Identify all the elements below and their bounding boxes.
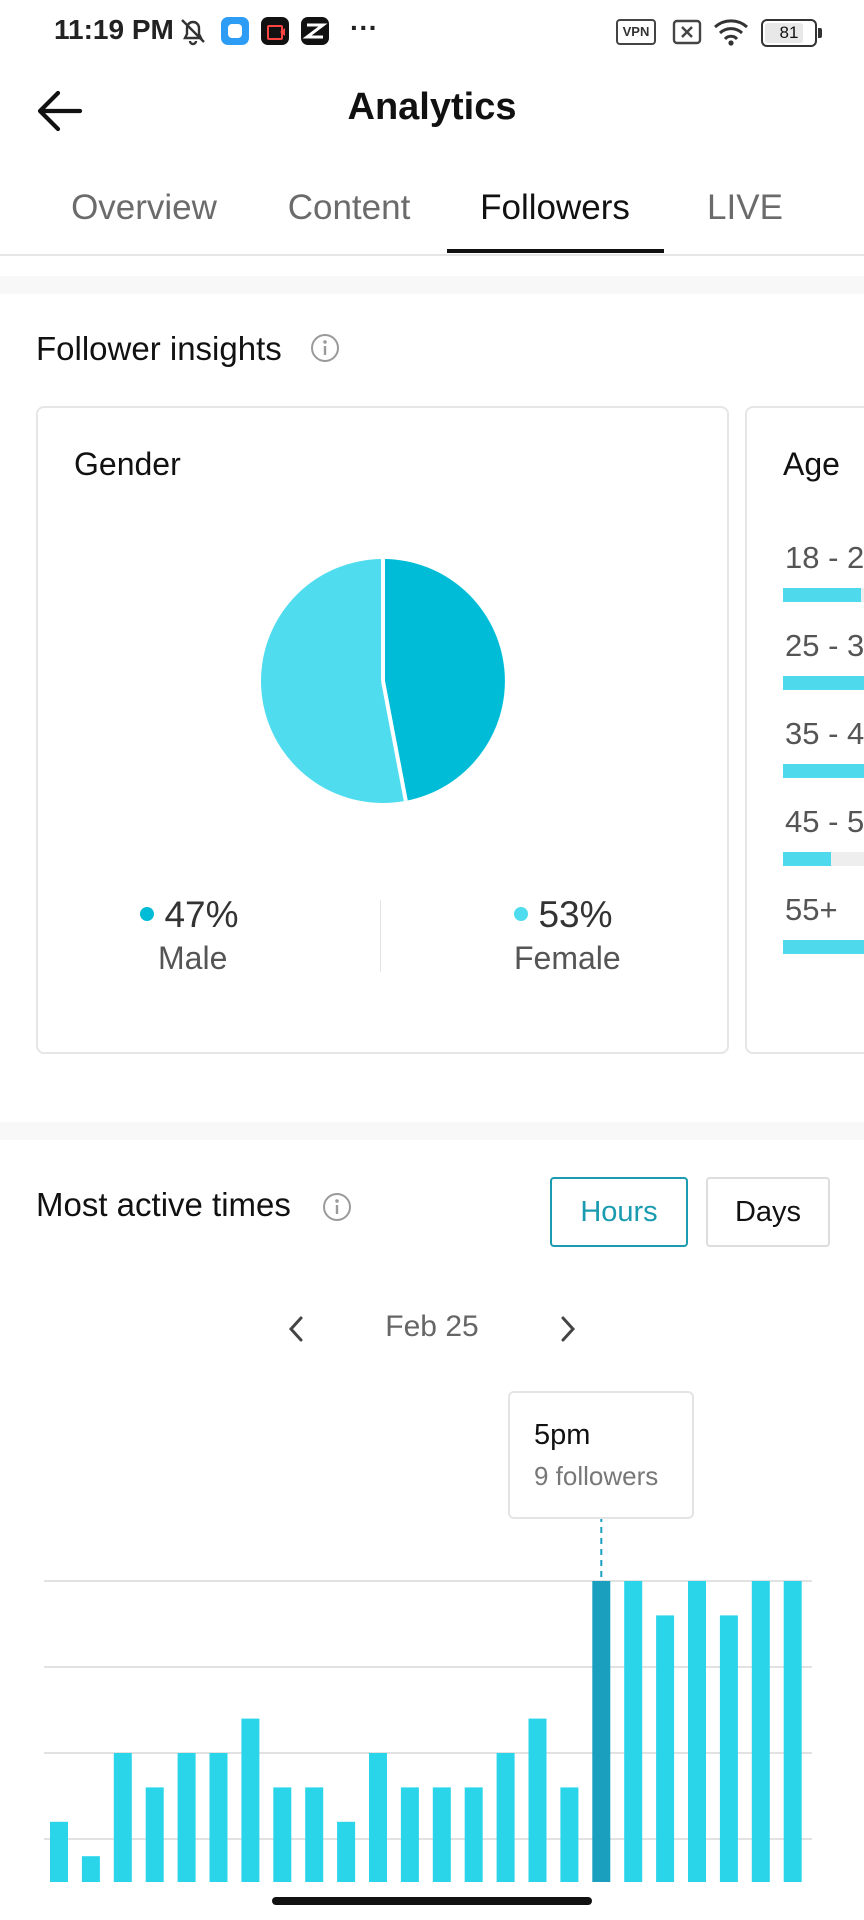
chart-bar-10am[interactable] (369, 1753, 387, 1882)
chart-bar-1pm[interactable] (464, 1787, 483, 1882)
page-title: Analytics (347, 86, 517, 128)
chart-bar-2pm[interactable] (496, 1753, 515, 1882)
active-tab-indicator (447, 249, 664, 253)
chart-bar-9am[interactable] (337, 1821, 356, 1882)
chart-bar-9pm[interactable] (719, 1615, 738, 1882)
gender-card: Gender 47% Male 53% Female (36, 406, 729, 1054)
hours-toggle-button[interactable]: Hours (550, 1177, 688, 1247)
info-icon[interactable] (322, 1192, 352, 1222)
age-group-label: 35 - 4 (785, 716, 864, 751)
info-icon[interactable] (310, 333, 340, 363)
male-percent: 47% (164, 894, 239, 935)
tab-content[interactable]: Content (287, 188, 411, 227)
female-dot (514, 907, 528, 921)
chart-bar-3pm[interactable] (528, 1718, 547, 1882)
age-bar (783, 852, 831, 866)
tab-live[interactable]: LIVE (707, 188, 783, 227)
no-sim-icon (672, 19, 702, 45)
silent-bell-icon (181, 19, 205, 46)
capcut-icon (301, 17, 329, 45)
age-bar (783, 676, 864, 690)
gender-title: Gender (74, 446, 181, 482)
chart-bar-2am[interactable] (113, 1753, 132, 1882)
chart-bar-5am[interactable] (209, 1753, 228, 1882)
section-divider (0, 1122, 864, 1140)
age-bar (783, 940, 864, 954)
wifi-icon (714, 19, 748, 46)
age-card: Age 18 - 2 25 - 3 35 - 4 45 - 5 55+ (745, 406, 864, 1054)
active-times-bar-chart (44, 1516, 812, 1882)
chart-bar-3am[interactable] (145, 1787, 164, 1882)
chart-bar-5pm[interactable] (592, 1581, 611, 1882)
tooltip-time: 5pm (534, 1419, 591, 1451)
age-bar-track (783, 852, 864, 866)
back-arrow-icon[interactable] (34, 88, 84, 134)
legend-female: 53% (514, 894, 613, 936)
more-icon: ··· (350, 12, 378, 43)
chart-bar-12am[interactable] (50, 1821, 68, 1882)
age-bar-track (783, 764, 864, 778)
age-group-label: 45 - 5 (785, 804, 864, 839)
vpn-icon: VPN (616, 19, 656, 45)
most-active-times-title: Most active times (36, 1186, 291, 1223)
chevron-right-icon[interactable] (556, 1314, 580, 1344)
age-bar-track (783, 940, 864, 954)
age-group-label: 55+ (785, 892, 838, 927)
age-group-label: 18 - 2 (785, 540, 864, 575)
screen-recorder-icon (261, 17, 289, 45)
chart-bar-11pm[interactable] (783, 1581, 802, 1882)
chart-bar-11am[interactable] (400, 1787, 419, 1882)
age-bar (783, 588, 861, 602)
chart-tooltip: 5pm 9 followers (508, 1391, 694, 1519)
chart-bar-7am[interactable] (273, 1787, 292, 1882)
age-bar (783, 764, 864, 778)
section-divider (0, 276, 864, 294)
follower-insights-title: Follower insights (36, 330, 282, 367)
tab-bar: Overview Content Followers LIVE (0, 180, 864, 256)
age-title: Age (783, 446, 840, 482)
tab-overview[interactable]: Overview (71, 188, 217, 227)
chart-bar-6am[interactable] (241, 1718, 260, 1882)
age-group-label: 25 - 3 (785, 628, 864, 663)
pie-slice-male (383, 559, 505, 801)
chart-bar-8am[interactable] (305, 1787, 324, 1882)
home-indicator[interactable] (272, 1897, 592, 1905)
tab-followers[interactable]: Followers (480, 188, 630, 227)
chart-bar-6pm[interactable] (624, 1581, 643, 1882)
chart-bar-12pm[interactable] (432, 1787, 451, 1882)
female-percent: 53% (538, 894, 613, 935)
chart-bar-4pm[interactable] (560, 1787, 579, 1882)
male-dot (140, 907, 154, 921)
legend-male: 47% (140, 894, 239, 936)
chart-bar-1am[interactable] (81, 1856, 100, 1882)
date-label: Feb 25 (385, 1310, 479, 1343)
chart-bar-4am[interactable] (177, 1753, 196, 1882)
age-bar-track (783, 676, 864, 690)
age-bar-track (783, 588, 864, 602)
app-notification-icon (221, 17, 249, 45)
status-time: 11:19 PM (54, 14, 174, 45)
battery-icon: 81 (761, 19, 822, 47)
chevron-left-icon[interactable] (284, 1314, 308, 1344)
legend-divider (380, 900, 381, 972)
chart-bar-10pm[interactable] (751, 1581, 770, 1882)
days-toggle-button[interactable]: Days (706, 1177, 830, 1247)
gender-pie-chart (261, 559, 505, 803)
tooltip-followers: 9 followers (534, 1461, 659, 1491)
chart-bar-7pm[interactable] (656, 1615, 675, 1882)
chart-bar-8pm[interactable] (688, 1581, 706, 1882)
female-label: Female (514, 940, 621, 976)
male-label: Male (158, 940, 228, 976)
battery-level: 81 (779, 23, 799, 42)
